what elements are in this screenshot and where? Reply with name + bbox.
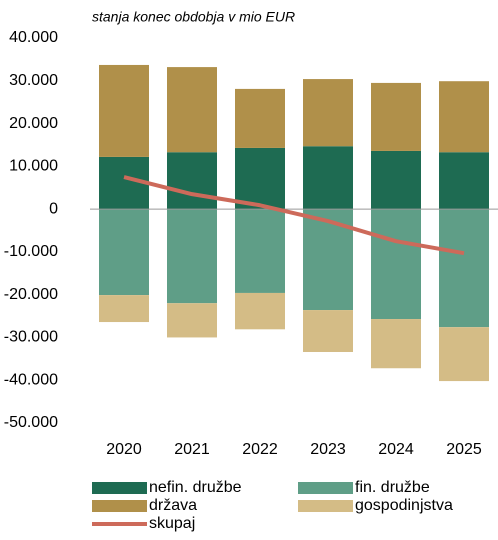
legend-swatch <box>92 500 147 512</box>
bar <box>371 319 421 369</box>
x-tick-label: 2020 <box>106 441 142 458</box>
bar <box>439 152 489 210</box>
legend-label: nefin. družbe <box>149 479 242 496</box>
legend-swatch <box>298 500 353 512</box>
bar <box>303 146 353 210</box>
y-tick-label: 20.000 <box>9 115 58 132</box>
bar <box>167 67 217 153</box>
bar <box>167 209 217 304</box>
y-tick-label: -40.000 <box>4 371 58 388</box>
legend-swatch <box>92 482 147 494</box>
bar <box>167 303 217 338</box>
bar <box>303 310 353 352</box>
legend-swatch <box>298 482 353 494</box>
y-tick-label: -30.000 <box>4 329 58 346</box>
chart-subtitle: stanja konec obdobja v mio EUR <box>92 9 295 25</box>
bar <box>235 209 285 293</box>
legend-label: država <box>149 497 197 514</box>
y-tick-label: 40.000 <box>9 29 58 46</box>
bar <box>235 292 285 330</box>
bar <box>235 147 285 210</box>
bar <box>371 150 421 210</box>
x-tick-label: 2022 <box>242 441 278 458</box>
bar <box>235 88 285 148</box>
legend-label: gospodinjstva <box>355 497 453 514</box>
y-tick-label: 10.000 <box>9 158 58 175</box>
bar <box>439 327 489 382</box>
y-tick-label: 30.000 <box>9 72 58 89</box>
bar <box>99 64 149 157</box>
x-tick-label: 2025 <box>446 441 482 458</box>
legend-label: fin. družbe <box>355 479 430 496</box>
bar <box>371 209 421 320</box>
y-tick-label: 0 <box>49 200 58 217</box>
bar <box>439 209 489 328</box>
x-tick-label: 2023 <box>310 441 346 458</box>
y-tick-label: -10.000 <box>4 243 58 260</box>
bar <box>99 295 149 323</box>
y-tick-label: -20.000 <box>4 286 58 303</box>
bar <box>167 152 217 210</box>
bar <box>371 82 421 151</box>
line <box>123 175 465 256</box>
bar <box>303 79 353 147</box>
bar <box>439 81 489 153</box>
y-tick-label: -50.000 <box>4 414 58 431</box>
legend-label: skupaj <box>149 515 195 532</box>
x-tick-label: 2024 <box>378 441 414 458</box>
bar <box>99 209 149 296</box>
x-tick-label: 2021 <box>174 441 210 458</box>
